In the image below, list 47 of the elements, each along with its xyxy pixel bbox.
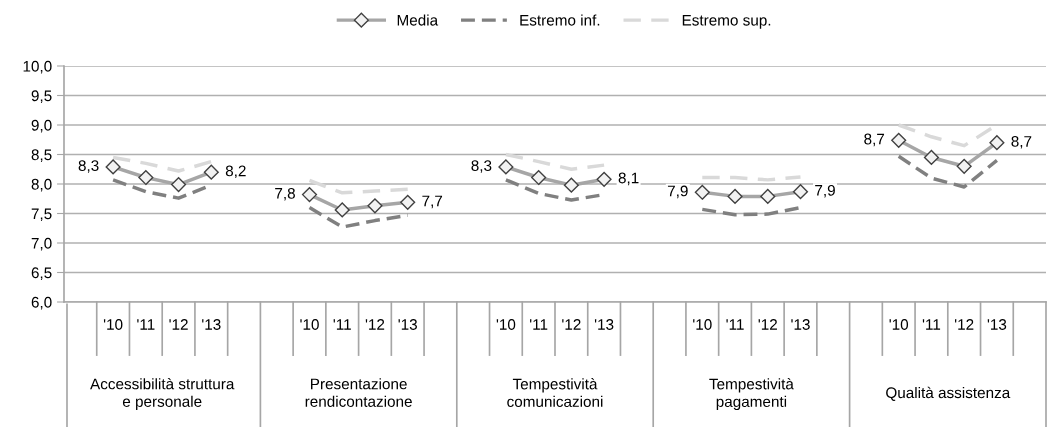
x-tick-label: '11: [922, 319, 941, 330]
x-tick-label: '10: [496, 319, 516, 330]
y-tick-label: 10,0: [23, 60, 52, 74]
x-tick-label: '13: [987, 319, 1007, 330]
y-tick-label: 9,5: [31, 90, 52, 103]
x-tick-label: '11: [333, 319, 351, 330]
x-tick-label: '10: [300, 319, 319, 330]
data-label: 8,3: [471, 160, 492, 173]
x-tick-label: '13: [791, 319, 810, 330]
data-label: 8,7: [864, 133, 885, 147]
x-tick-label: '11: [137, 319, 155, 330]
data-label: 8,3: [78, 160, 99, 173]
y-tick-label: 7,5: [31, 208, 52, 221]
text: Presentazione rendicontazione: [305, 378, 412, 407]
x-tick-label: '13: [594, 319, 614, 330]
legend-label: Estremo sup.: [682, 14, 771, 29]
y-tick-label: 8,5: [31, 149, 52, 162]
x-tick-label: '12: [562, 319, 581, 330]
x-tick-label: '10: [103, 319, 123, 330]
x-tick-label: '11: [530, 319, 548, 330]
text: Accessibilità struttura e personale: [90, 377, 235, 410]
x-tick-label: '12: [169, 319, 188, 330]
y-tick-label: 8,0: [31, 178, 52, 192]
data-label: 8,7: [1011, 135, 1032, 149]
data-label: 8,2: [225, 165, 246, 179]
y-tick-label: 9,0: [31, 119, 52, 133]
x-tick-label: '10: [693, 319, 712, 330]
data-label: 8,1: [618, 172, 639, 186]
y-tick-label: 7,0: [31, 237, 52, 251]
x-tick-label: '12: [758, 319, 777, 330]
y-tick-label: 6,5: [31, 267, 52, 280]
legend-label: Estremo inf.: [520, 14, 600, 26]
text: Qualità assistenza: [886, 386, 1011, 401]
x-tick-label: '11: [726, 319, 744, 330]
data-label: 7,8: [275, 187, 295, 201]
data-label: 7,7: [422, 195, 443, 209]
x-tick-label: '12: [365, 319, 385, 330]
x-tick-label: '13: [202, 319, 221, 330]
x-tick-label: '12: [954, 319, 974, 330]
data-label: 7,9: [667, 185, 688, 199]
data-label: 7,9: [815, 184, 835, 198]
x-tick-label: '13: [398, 319, 417, 330]
x-tick-label: '10: [889, 319, 909, 330]
legend-label: Media: [397, 14, 439, 26]
y-tick-label: 6,0: [31, 296, 52, 310]
text: Tempestività comunicazioni: [507, 378, 603, 408]
text: Tempestività pagamenti: [709, 378, 794, 411]
